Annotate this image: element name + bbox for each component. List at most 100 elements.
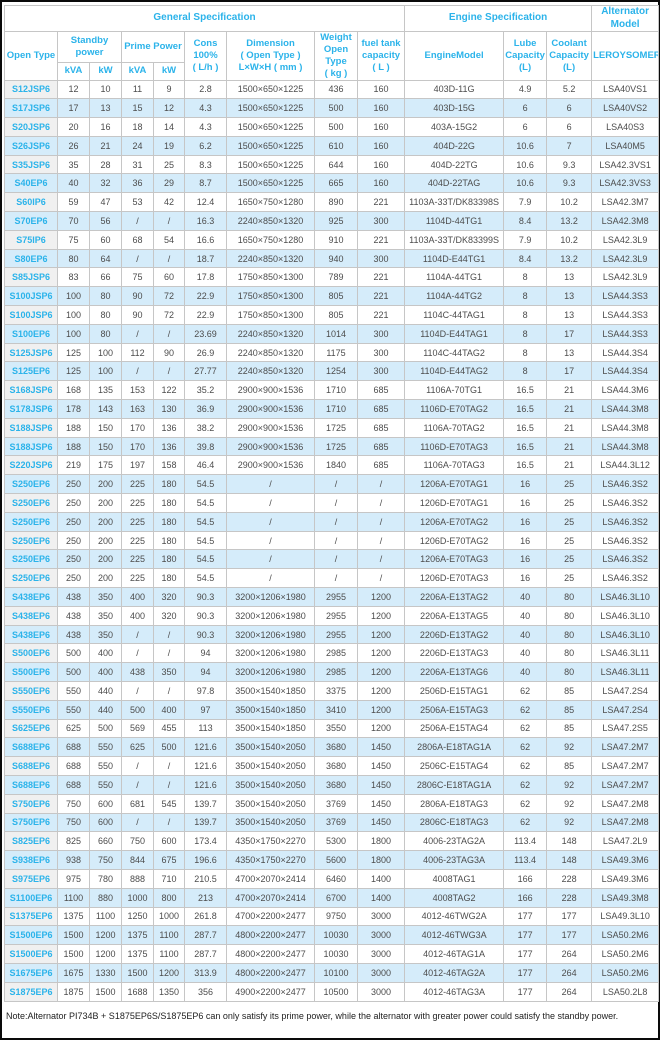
spec-cell: 250 (57, 511, 90, 532)
spec-cell: LSA44.3S3 (591, 305, 660, 325)
model-link[interactable]: S60IP6 (4, 192, 58, 213)
spec-cell: 1104D-E44TAG1 (404, 323, 505, 344)
spec-cell: 80 (57, 248, 90, 269)
spec-cell: 403D-15G (404, 98, 505, 119)
model-link[interactable]: S250EP6 (4, 568, 58, 589)
spec-cell: 200 (89, 530, 122, 551)
model-link[interactable]: S250EP6 (4, 493, 58, 513)
model-link[interactable]: S35JSP6 (4, 154, 58, 175)
model-link[interactable]: S975EP6 (4, 868, 58, 889)
table-row: S168JSP6 168 135 153 122 35.2 2900×900×1536 171… (4, 380, 660, 401)
model-link[interactable]: S20JSP6 (4, 117, 58, 137)
spec-cell: 62 (503, 699, 548, 720)
spec-cell: 264 (546, 981, 593, 1002)
model-link[interactable]: S938EP6 (4, 850, 58, 870)
model-link[interactable]: S1375EP6 (4, 906, 58, 927)
spec-cell: 4.3 (184, 117, 227, 137)
model-link[interactable]: S188JSP6 (4, 436, 58, 457)
model-link[interactable]: S75IP6 (4, 229, 58, 250)
spec-cell: 1725 (314, 417, 358, 438)
model-link[interactable]: S250EP6 (4, 549, 58, 570)
spec-cell: 4012-46TAG2A (404, 962, 505, 983)
model-link[interactable]: S750EP6 (4, 812, 58, 833)
model-link[interactable]: S1500EP6 (4, 925, 58, 946)
model-link[interactable]: S550EP6 (4, 681, 58, 701)
model-link[interactable]: S550EP6 (4, 699, 58, 720)
model-link[interactable]: S438EP6 (4, 624, 58, 645)
spec-cell: / (314, 530, 358, 551)
model-link[interactable]: S168JSP6 (4, 380, 58, 401)
model-link[interactable]: S688EP6 (4, 774, 58, 795)
model-link[interactable]: S250EP6 (4, 474, 58, 495)
model-link[interactable]: S40EP6 (4, 173, 58, 194)
model-link[interactable]: S500EP6 (4, 662, 58, 682)
spec-cell: 10.6 (503, 135, 548, 156)
spec-cell: / (356, 511, 406, 532)
spec-cell: 153 (121, 380, 154, 401)
spec-cell: / (121, 323, 154, 344)
spec-cell: LSA44.3S3 (591, 323, 660, 344)
model-link[interactable]: S250EP6 (4, 511, 58, 532)
model-link[interactable]: S26JSP6 (4, 135, 58, 156)
spec-cell: 62 (503, 681, 548, 701)
model-link[interactable]: S688EP6 (4, 756, 58, 776)
spec-cell: 180 (153, 493, 185, 513)
spec-cell: LSA44.3L12 (591, 455, 660, 476)
spec-cell: / (356, 568, 406, 589)
spec-cell: 130 (153, 399, 185, 419)
column-header: fuel tank capacity ( L ) (356, 31, 406, 81)
model-link[interactable]: S125JSP6 (4, 342, 58, 363)
spec-cell: 3500×1540×2050 (226, 756, 315, 776)
spec-cell: 54.5 (184, 549, 227, 570)
model-link[interactable]: S438EP6 (4, 605, 58, 626)
model-link[interactable]: S188JSP6 (4, 417, 58, 438)
spec-cell: 3680 (314, 756, 358, 776)
column-header: EngineModel (404, 31, 505, 81)
spec-cell: 685 (356, 417, 406, 438)
spec-cell: 3200×1206×1980 (226, 605, 315, 626)
spec-cell: 685 (356, 380, 406, 401)
model-link[interactable]: S80EP6 (4, 248, 58, 269)
model-link[interactable]: S1500EP6 (4, 944, 58, 964)
spec-cell: 780 (89, 868, 122, 889)
spec-cell: 1206D-E70TAG3 (404, 568, 505, 589)
spec-cell: 2900×900×1536 (226, 417, 315, 438)
model-link[interactable]: S825EP6 (4, 831, 58, 852)
column-header: Cons 100% ( L/h ) (184, 31, 227, 81)
spec-cell: 300 (356, 323, 406, 344)
model-link[interactable]: S625EP6 (4, 718, 58, 739)
model-link[interactable]: S1875EP6 (4, 981, 58, 1002)
spec-cell: 2985 (314, 643, 358, 664)
spec-cell: / (153, 643, 185, 664)
spec-cell: 550 (89, 737, 122, 758)
spec-cell: 2206D-E13TAG3 (404, 643, 505, 664)
spec-cell: / (314, 568, 358, 589)
model-link[interactable]: S438EP6 (4, 587, 58, 607)
model-link[interactable]: S178JSP6 (4, 399, 58, 419)
spec-cell: 925 (314, 211, 358, 231)
model-link[interactable]: S750EP6 (4, 793, 58, 814)
model-link[interactable]: S688EP6 (4, 737, 58, 758)
spec-cell: / (121, 361, 154, 382)
model-link[interactable]: S125EP6 (4, 361, 58, 382)
spec-cell: 3550 (314, 718, 358, 739)
model-link[interactable]: S17JSP6 (4, 98, 58, 119)
spec-cell: LSA44.3M6 (591, 380, 660, 401)
model-link[interactable]: S70EP6 (4, 211, 58, 231)
model-link[interactable]: S1100EP6 (4, 887, 58, 908)
spec-cell: 2506D-E15TAG1 (404, 681, 505, 701)
model-link[interactable]: S100JSP6 (4, 305, 58, 325)
model-link[interactable]: S100EP6 (4, 323, 58, 344)
model-link[interactable]: S100JSP6 (4, 286, 58, 307)
spec-cell: / (226, 511, 315, 532)
model-link[interactable]: S500EP6 (4, 643, 58, 664)
model-link[interactable]: S220JSP6 (4, 455, 58, 476)
model-link[interactable]: S1675EP6 (4, 962, 58, 983)
spec-cell: 4.9 (503, 79, 548, 100)
model-link[interactable]: S250EP6 (4, 530, 58, 551)
model-link[interactable]: S85JSP6 (4, 267, 58, 288)
model-link[interactable]: S12JSP6 (4, 79, 58, 100)
table-row: S12JSP6 12 10 11 9 2.8 1500×650×1225 436 160 403D… (4, 79, 660, 100)
spec-cell: 24 (121, 135, 154, 156)
spec-cell: 160 (356, 117, 406, 137)
